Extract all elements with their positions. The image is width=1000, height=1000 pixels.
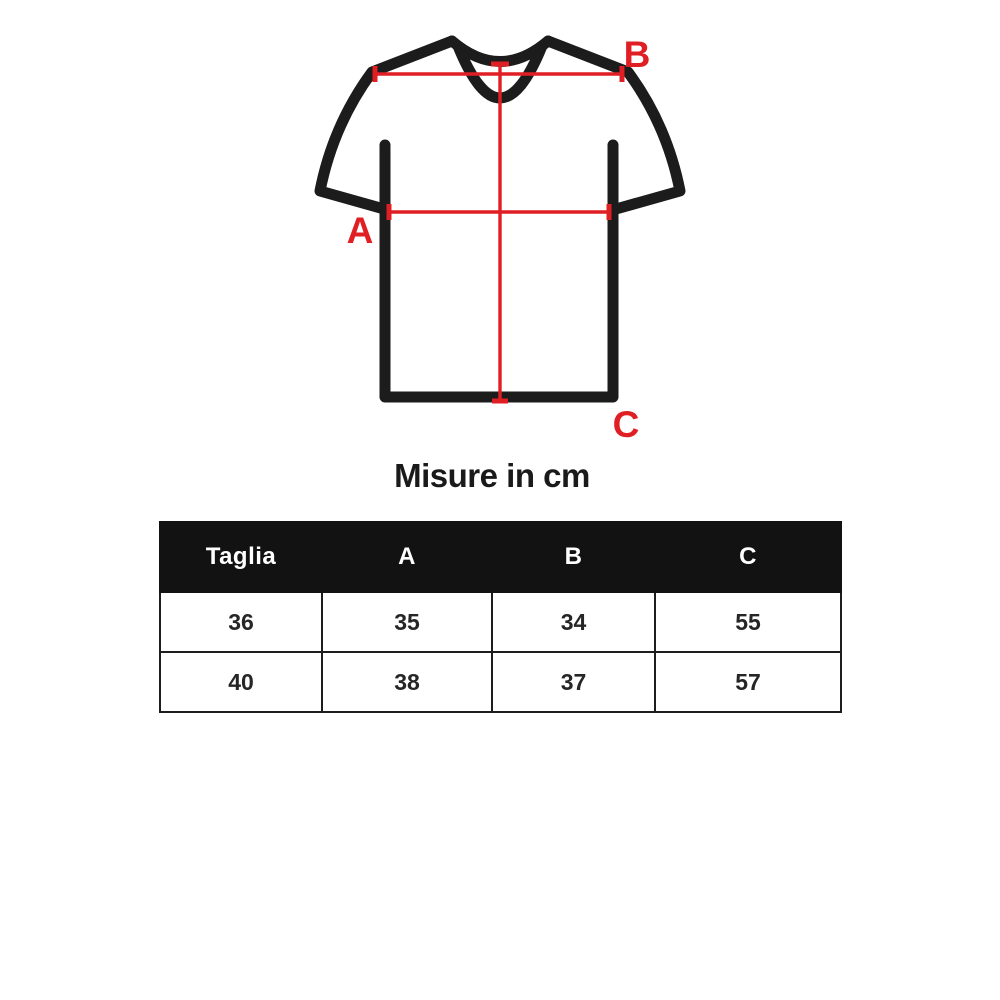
size-table-header-taglia: Taglia	[159, 521, 323, 593]
size-40-b-cell: 37	[491, 651, 656, 713]
measure-label-b: B	[624, 34, 651, 75]
size-36-a-cell: 35	[321, 591, 493, 653]
size-table-header-a: A	[321, 521, 493, 593]
measurement-lines	[372, 61, 625, 404]
measure-label-c: C	[613, 404, 640, 445]
size-36-c-cell: 55	[654, 591, 842, 653]
size-36-taglia-cell: 36	[159, 591, 323, 653]
size-table-header-row: Taglia A B C	[159, 521, 842, 593]
tshirt-right-shoulder-sleeve	[542, 35, 686, 215]
table-row: 40 38 37 57	[159, 651, 842, 713]
size-table-header-b: B	[491, 521, 656, 593]
size-36-b-cell: 34	[491, 591, 656, 653]
tshirt-left-shoulder-sleeve	[314, 35, 458, 215]
table-row: 36 35 34 55	[159, 591, 842, 653]
size-40-taglia-cell: 40	[159, 651, 323, 713]
measure-label-a: A	[347, 210, 374, 251]
size-40-c-cell: 57	[654, 651, 842, 713]
page-title: Misure in cm	[394, 457, 590, 494]
size-40-a-cell: 38	[321, 651, 493, 713]
size-table: Taglia A B C 36 35 34 55 40 38 37 57	[159, 521, 842, 713]
size-table-header-c: C	[654, 521, 842, 593]
